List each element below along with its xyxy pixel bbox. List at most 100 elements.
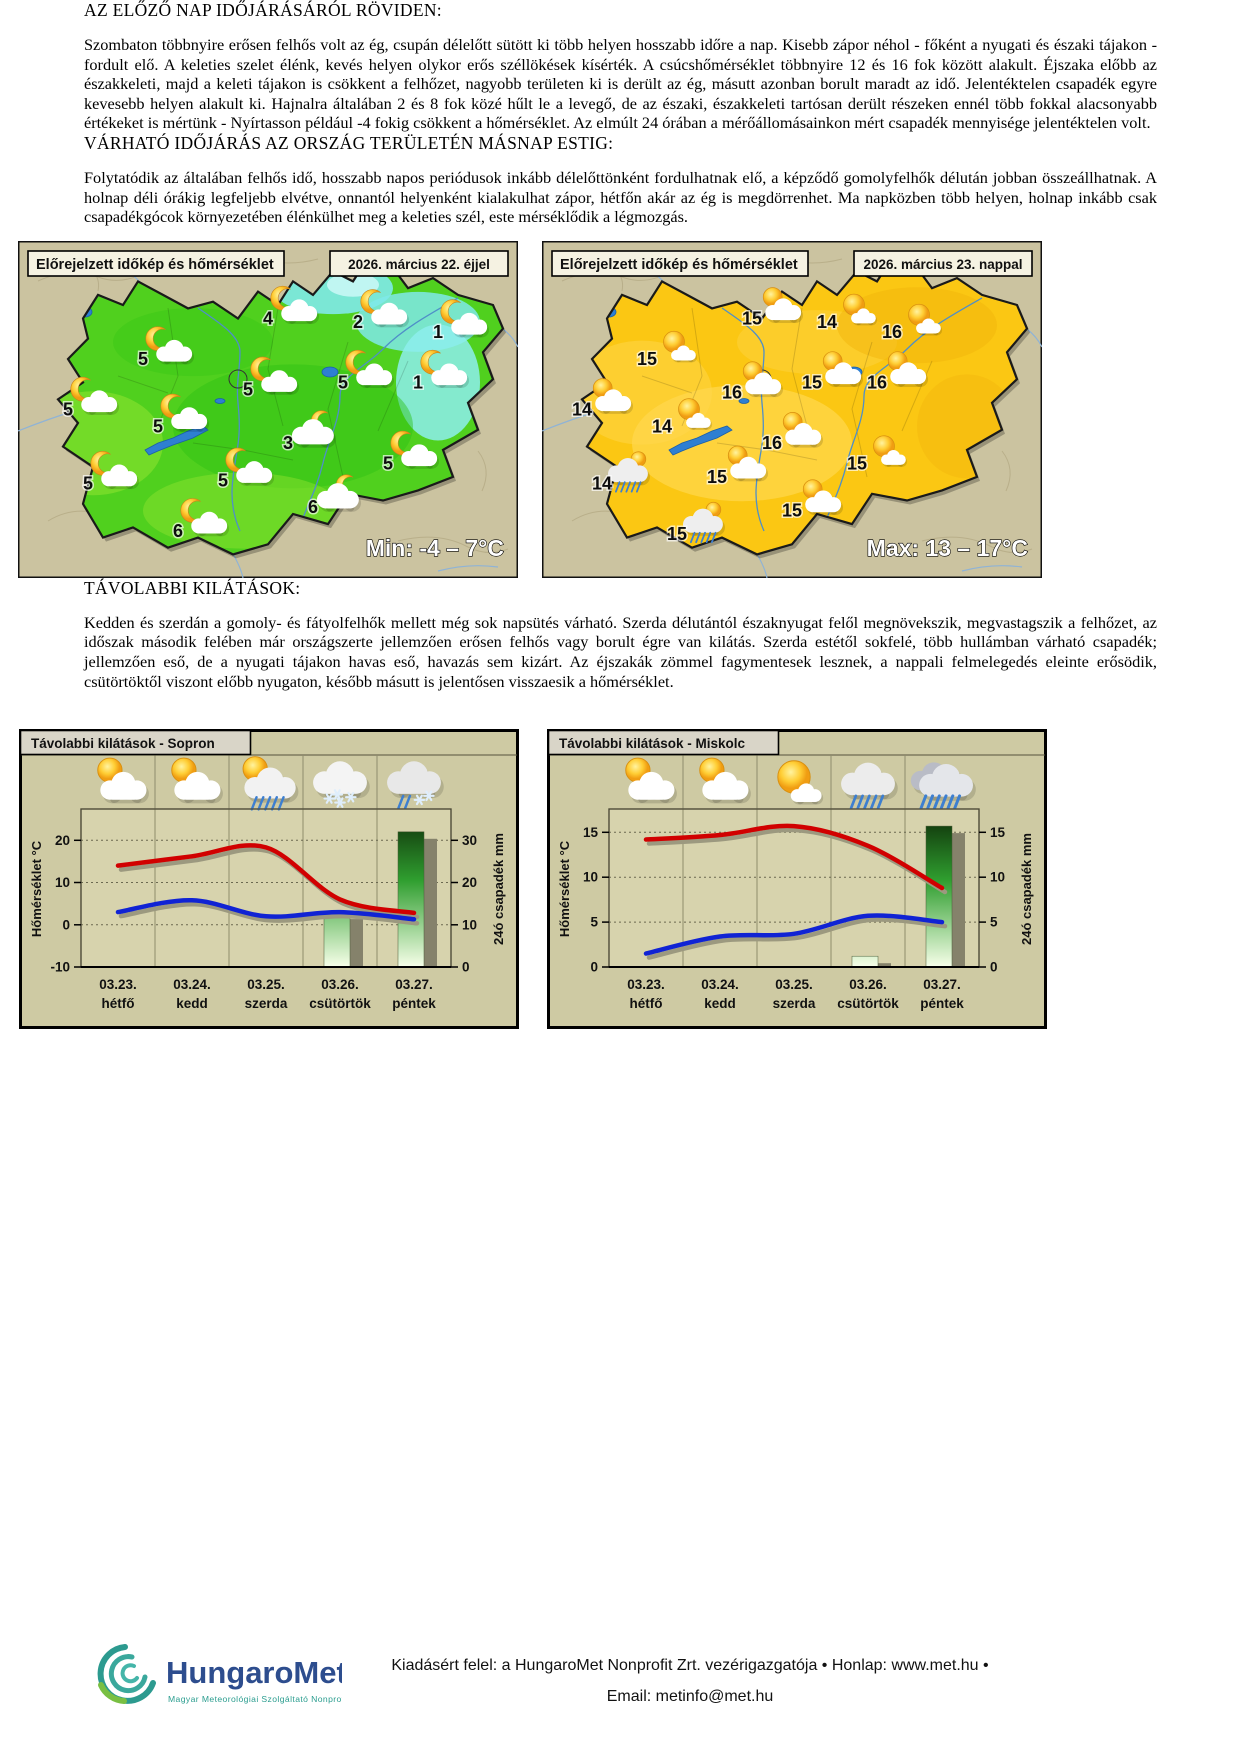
svg-text:0: 0 <box>462 960 470 975</box>
svg-text:péntek: péntek <box>920 996 964 1011</box>
station-temperature: 3 <box>283 433 293 453</box>
min-temperature-line <box>115 898 417 922</box>
station-temperature: 14 <box>592 473 612 493</box>
rivers-inside <box>197 297 459 532</box>
station-temperature: 14 <box>572 399 592 419</box>
svg-text:Távolabbi kilátások - Miskolc: Távolabbi kilátások - Miskolc <box>559 736 746 751</box>
imprint-text: Kiadásért felel: a HungaroMet Nonprofit … <box>330 1650 1050 1712</box>
svg-text:03.26.: 03.26. <box>849 977 887 992</box>
svg-text:kedd: kedd <box>704 996 736 1011</box>
svg-text:03.26.: 03.26. <box>321 977 359 992</box>
station-temperature: 5 <box>63 399 73 419</box>
section-heading-forecast: VÁRHATÓ IDŐJÁRÁS AZ ORSZÁG TERÜLETÉN MÁS… <box>84 132 614 153</box>
paragraph-prev-day: Szombaton többnyire erősen felhős volt a… <box>84 35 1157 133</box>
station-temperature: 5 <box>243 379 253 399</box>
logo-wordmark: HungaroMet <box>166 1655 342 1690</box>
svg-text:0: 0 <box>990 960 998 975</box>
weather-map-svg: 4 2 1 1 5 5 <box>16 239 520 580</box>
station-temperature: 6 <box>173 521 183 541</box>
precip-bar <box>925 825 953 968</box>
station-temperature: 16 <box>722 382 742 402</box>
svg-text:03.23.: 03.23. <box>627 977 665 992</box>
svg-text:kedd: kedd <box>176 996 208 1011</box>
max-temperature-line <box>643 823 945 891</box>
station-temperature: 5 <box>338 372 348 392</box>
right-axis-label: 24ó csapadék mm <box>491 833 506 945</box>
map-summary: Min: -4 – 7°C <box>366 535 504 561</box>
station-temperature: 15 <box>847 453 867 473</box>
section-heading-outlook: TÁVOLABBI KILÁTÁSOK: <box>84 577 301 598</box>
svg-text:03.27.: 03.27. <box>395 977 433 992</box>
svg-text:5: 5 <box>990 915 998 930</box>
svg-text:15: 15 <box>990 825 1006 840</box>
svg-text:03.25.: 03.25. <box>775 977 813 992</box>
outlook-chart-svg: 15 10 5 0 15 10 5 0 03.23. hétfő 03.24. ke… <box>547 729 1047 1030</box>
precip-bar-shadow <box>878 963 891 968</box>
outlook-chart-svg: 20 10 0 -10 30 20 10 0 03.23. hétfő 03.24.… <box>19 729 519 1030</box>
station-temperature: 15 <box>802 372 822 392</box>
forecast-map-day: 15 14 16 15 16 15 <box>540 239 1044 580</box>
station-temperature: 1 <box>413 372 423 392</box>
svg-text:10: 10 <box>990 870 1005 885</box>
precip-bar-shadow <box>952 833 965 968</box>
precip-bar <box>851 956 879 968</box>
map-date-box: 2026. március 22. éjjel <box>329 249 509 277</box>
svg-text:20: 20 <box>55 833 70 848</box>
svg-text:szerda: szerda <box>245 996 288 1011</box>
left-axis-label: Hőmérséklet °C <box>29 840 44 937</box>
forecast-maps-row: 4 2 1 1 5 5 <box>16 239 1241 580</box>
svg-text:csütörtök: csütörtök <box>309 996 371 1011</box>
svg-text:03.27.: 03.27. <box>923 977 961 992</box>
forecast-map-night: 4 2 1 1 5 5 <box>16 239 520 580</box>
station-temperature: 5 <box>383 453 393 473</box>
station-temperature: 16 <box>762 433 782 453</box>
precip-bar <box>397 831 425 968</box>
section-heading-prev-day: AZ ELŐZŐ NAP IDŐJÁRÁSÁRÓL RÖVIDEN: <box>84 0 442 20</box>
station-temperature: 4 <box>263 308 273 328</box>
svg-text:2026. március 22. éjjel: 2026. március 22. éjjel <box>348 257 490 272</box>
svg-text:Előrejelzett időkép és hőmérsé: Előrejelzett időkép és hőmérséklet <box>36 257 274 273</box>
map-title-box: Előrejelzett időkép és hőmérséklet <box>27 249 285 277</box>
svg-text:Távolabbi kilátások - Sopron: Távolabbi kilátások - Sopron <box>31 736 215 751</box>
hungaromet-logo-svg: HungaroMet Magyar Meteorológiai Szolgált… <box>97 1644 366 1704</box>
min-temperature-line <box>643 913 945 956</box>
svg-text:5: 5 <box>590 915 598 930</box>
station-temperature: 5 <box>153 416 163 436</box>
logo-subtitle: Magyar Meteorológiai Szolgáltató Nonprof… <box>168 1694 342 1704</box>
svg-text:03.25.: 03.25. <box>247 977 285 992</box>
station-temperature: 15 <box>667 524 687 544</box>
imprint-line-1: Kiadásért felel: a HungaroMet Nonprofit … <box>391 1657 989 1674</box>
precip-bar-shadow <box>424 838 437 968</box>
imprint-line-2: Email: metinfo@met.hu <box>606 1688 774 1705</box>
outlook-chart-miskolc: 15 10 5 0 15 10 5 0 03.23. hétfő 03.24. ke… <box>547 729 1047 1030</box>
svg-text:-10: -10 <box>50 960 70 975</box>
station-temperature: 15 <box>637 349 657 369</box>
svg-text:csütörtök: csütörtök <box>837 996 899 1011</box>
hungaromet-logo: HungaroMet Magyar Meteorológiai Szolgált… <box>92 1634 366 1725</box>
station-temperature: 16 <box>882 322 902 342</box>
outlook-charts-row: 20 10 0 -10 30 20 10 0 03.23. hétfő 03.24.… <box>19 729 1241 1030</box>
svg-text:szerda: szerda <box>773 996 816 1011</box>
station-temperature: 5 <box>83 473 93 493</box>
svg-text:hétfő: hétfő <box>102 996 135 1011</box>
station-temperature: 6 <box>308 497 318 517</box>
svg-text:Előrejelzett időkép és hőmérsé: Előrejelzett időkép és hőmérséklet <box>560 257 798 273</box>
station-temperature: 5 <box>218 470 228 490</box>
budapest-enclave <box>228 369 248 389</box>
svg-text:03.24.: 03.24. <box>173 977 211 992</box>
svg-text:30: 30 <box>462 833 477 848</box>
svg-text:hétfő: hétfő <box>630 996 663 1011</box>
svg-text:10: 10 <box>462 917 477 932</box>
svg-text:0: 0 <box>590 960 598 975</box>
precip-bar <box>323 911 351 968</box>
svg-text:03.23.: 03.23. <box>99 977 137 992</box>
station-temperature: 14 <box>652 416 672 436</box>
station-temperature: 15 <box>782 500 802 520</box>
county-borders <box>641 307 933 477</box>
svg-text:20: 20 <box>462 875 477 890</box>
svg-text:03.24.: 03.24. <box>701 977 739 992</box>
station-temperature: 2 <box>353 312 363 332</box>
svg-text:15: 15 <box>583 825 599 840</box>
svg-text:2026. március 23. nappal: 2026. március 23. nappal <box>863 257 1022 272</box>
